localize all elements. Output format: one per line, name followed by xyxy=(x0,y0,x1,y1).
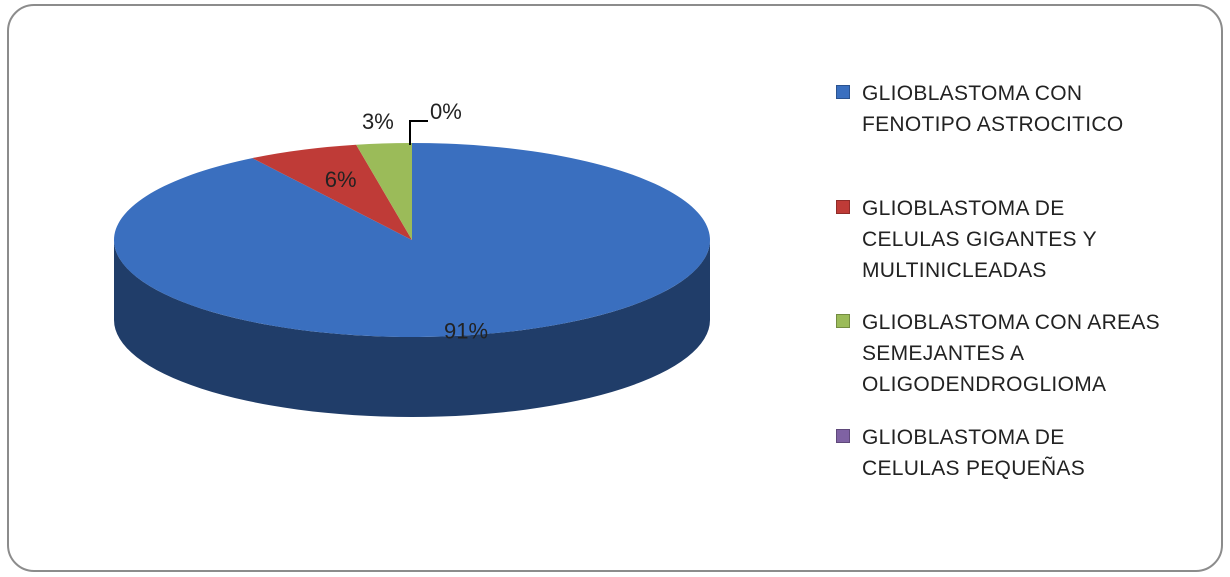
legend-item: GLIOBLASTOMA CON AREAS SEMEJANTES A OLIG… xyxy=(836,307,1166,400)
legend-item: GLIOBLASTOMA DE CELULAS PEQUEÑAS xyxy=(836,422,1166,484)
legend-label: GLIOBLASTOMA CON FENOTIPO ASTROCITICO xyxy=(862,82,1124,136)
slice-side xyxy=(114,240,710,417)
legend-swatch xyxy=(836,85,850,99)
data-label: 91% xyxy=(444,318,488,343)
slice xyxy=(113,143,710,337)
legend-label: GLIOBLASTOMA CON AREAS SEMEJANTES A OLIG… xyxy=(862,311,1160,396)
data-label: 0% xyxy=(430,99,462,124)
leader-line xyxy=(409,120,428,145)
slice xyxy=(356,143,412,240)
legend-item: GLIOBLASTOMA CON FENOTIPO ASTROCITICO xyxy=(836,78,1166,140)
data-label: 3% xyxy=(362,109,394,134)
legend-label: GLIOBLASTOMA DE CELULAS GIGANTES Y MULTI… xyxy=(862,196,1097,282)
legend-item: GLIOBLASTOMA DE CELULAS GIGANTES Y MULTI… xyxy=(836,193,1166,286)
legend-swatch xyxy=(836,314,850,328)
slice xyxy=(252,144,412,240)
data-label: 6% xyxy=(325,167,357,192)
legend-swatch xyxy=(836,428,850,443)
legend-swatch xyxy=(836,199,850,214)
legend-label: GLIOBLASTOMA DE CELULAS PEQUEÑAS xyxy=(862,425,1086,480)
